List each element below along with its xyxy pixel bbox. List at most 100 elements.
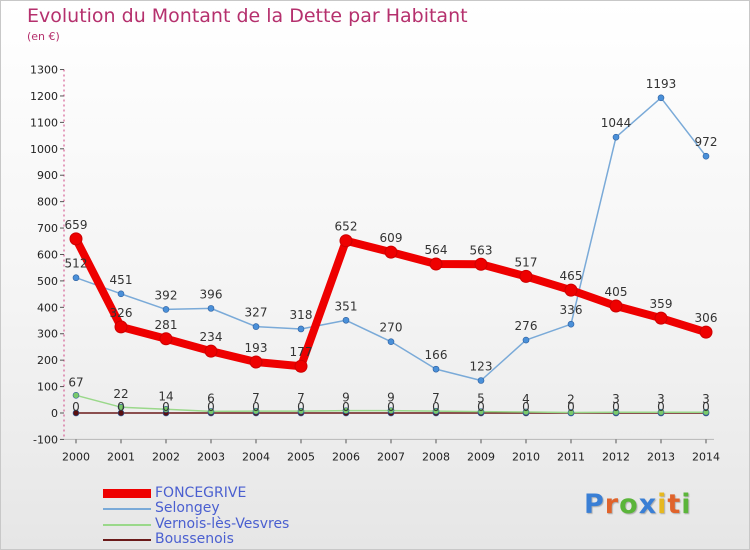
- data-point-vernois-l-s-vesvres: [612, 408, 620, 416]
- data-label-foncegrive: 193: [245, 341, 268, 355]
- x-tick-label: 2009: [467, 450, 495, 463]
- data-label-boussenois: 0: [522, 400, 530, 414]
- data-point-vernois-l-s-vesvres: [657, 408, 665, 416]
- data-label-selongey: 451: [110, 273, 133, 287]
- data-label-boussenois: 0: [297, 400, 305, 414]
- data-point-boussenois: [72, 409, 80, 417]
- x-tick-label: 2002: [152, 450, 180, 463]
- data-label-selongey: 166: [425, 348, 448, 362]
- x-tick-label: 2006: [332, 450, 360, 463]
- data-point-vernois-l-s-vesvres: [567, 409, 575, 416]
- data-label-foncegrive: 609: [380, 231, 403, 245]
- data-label-foncegrive: 465: [560, 269, 583, 283]
- y-tick-label: 800: [37, 196, 58, 209]
- chart-title: Evolution du Montant de la Dette par Hab…: [27, 5, 468, 27]
- y-tick-label: 900: [37, 169, 58, 182]
- data-label-selongey: 351: [335, 299, 358, 313]
- data-point-foncegrive: [429, 257, 443, 271]
- data-point-vernois-l-s-vesvres: [702, 408, 710, 416]
- data-label-selongey: 1044: [601, 116, 632, 130]
- data-point-vernois-l-s-vesvres: [297, 407, 305, 415]
- data-point-selongey: [297, 325, 305, 333]
- data-label-boussenois: 0: [477, 400, 485, 414]
- logo-letter: o: [619, 489, 639, 520]
- data-point-vernois-l-s-vesvres: [432, 407, 440, 415]
- data-label-selongey: 336: [560, 303, 583, 317]
- legend-label-boussenois: Boussenois: [155, 531, 234, 547]
- data-label-vernois-l-s-vesvres: 3: [702, 392, 710, 406]
- data-point-vernois-l-s-vesvres: [207, 408, 215, 415]
- logo-letter: i: [681, 489, 692, 520]
- data-point-foncegrive: [474, 257, 488, 271]
- data-point-selongey: [432, 365, 440, 373]
- legend-swatch-selongey: [103, 508, 151, 510]
- data-point-vernois-l-s-vesvres: [342, 407, 350, 414]
- data-label-boussenois: 0: [702, 400, 710, 414]
- x-tick-label: 2012: [602, 450, 630, 463]
- data-label-selongey: 1193: [646, 77, 677, 91]
- data-label-selongey: 276: [515, 319, 538, 333]
- y-tick-label: 300: [37, 328, 58, 341]
- data-label-vernois-l-s-vesvres: 9: [387, 391, 395, 405]
- y-tick-label: -100: [33, 433, 58, 446]
- data-point-vernois-l-s-vesvres: [162, 406, 170, 413]
- data-label-foncegrive: 177: [290, 345, 313, 359]
- x-tick-label: 2011: [557, 450, 585, 463]
- logo-letter: t: [667, 489, 682, 520]
- data-point-foncegrive: [204, 344, 218, 358]
- data-point-foncegrive: [654, 311, 668, 325]
- data-label-boussenois: 0: [207, 400, 215, 414]
- data-label-boussenois: 0: [252, 400, 260, 414]
- x-tick-label: 2014: [692, 450, 720, 463]
- data-label-boussenois: 0: [432, 400, 440, 414]
- x-tick-label: 2000: [62, 450, 90, 463]
- data-point-selongey: [387, 338, 395, 345]
- data-point-foncegrive: [294, 359, 308, 373]
- data-point-selongey: [207, 305, 215, 312]
- data-label-boussenois: 0: [117, 400, 125, 414]
- y-tick-label: 1200: [30, 90, 58, 103]
- data-label-boussenois: 0: [342, 400, 350, 414]
- data-point-vernois-l-s-vesvres: [72, 391, 80, 399]
- data-label-foncegrive: 405: [605, 285, 628, 299]
- legend-label-vernois: Vernois-lès-Vesvres: [155, 516, 290, 532]
- logo-letter: x: [638, 489, 658, 520]
- data-label-vernois-l-s-vesvres: 14: [158, 389, 173, 403]
- data-label-vernois-l-s-vesvres: 3: [657, 392, 665, 406]
- legend-swatch-foncegrive: [103, 489, 151, 498]
- data-point-foncegrive: [114, 320, 128, 334]
- data-label-vernois-l-s-vesvres: 7: [297, 391, 305, 405]
- x-tick-label: 2001: [107, 450, 135, 463]
- series-foncegrive: [69, 232, 713, 373]
- data-point-selongey: [162, 306, 170, 313]
- data-label-foncegrive: 659: [65, 218, 88, 232]
- data-point-foncegrive: [699, 325, 713, 339]
- data-label-foncegrive: 234: [200, 330, 223, 344]
- legend-swatch-boussenois: [103, 539, 151, 541]
- series-layer: [69, 94, 713, 417]
- data-point-vernois-l-s-vesvres: [387, 407, 395, 414]
- data-label-selongey: 318: [290, 308, 313, 322]
- y-tick-label: 1000: [30, 143, 58, 156]
- legend-label-foncegrive: FONCEGRIVE: [155, 485, 247, 501]
- data-label-foncegrive: 563: [470, 243, 493, 257]
- x-tick-label: 2004: [242, 450, 270, 463]
- data-label-selongey: 396: [200, 287, 223, 301]
- data-point-selongey: [567, 320, 575, 328]
- data-point-foncegrive: [384, 245, 398, 259]
- data-point-selongey: [72, 274, 80, 282]
- data-label-selongey: 392: [155, 288, 178, 302]
- x-tick-label: 2013: [647, 450, 675, 463]
- x-tick-label: 2005: [287, 450, 315, 463]
- data-label-vernois-l-s-vesvres: 7: [252, 391, 260, 405]
- data-label-vernois-l-s-vesvres: 22: [113, 387, 128, 401]
- y-tick-label: 700: [37, 222, 58, 235]
- data-label-foncegrive: 306: [695, 311, 718, 325]
- data-point-selongey: [117, 290, 125, 298]
- y-tick-label: 0: [51, 407, 58, 420]
- data-label-foncegrive: 564: [425, 243, 448, 257]
- data-label-boussenois: 0: [162, 400, 170, 414]
- data-label-vernois-l-s-vesvres: 7: [432, 391, 440, 405]
- data-label-foncegrive: 517: [515, 255, 538, 269]
